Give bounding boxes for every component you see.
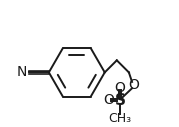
Text: N: N [17, 65, 27, 79]
Text: O: O [115, 81, 125, 95]
Text: O: O [128, 78, 139, 92]
Text: CH₃: CH₃ [108, 112, 132, 125]
Text: O: O [104, 93, 115, 107]
Text: S: S [115, 93, 125, 108]
